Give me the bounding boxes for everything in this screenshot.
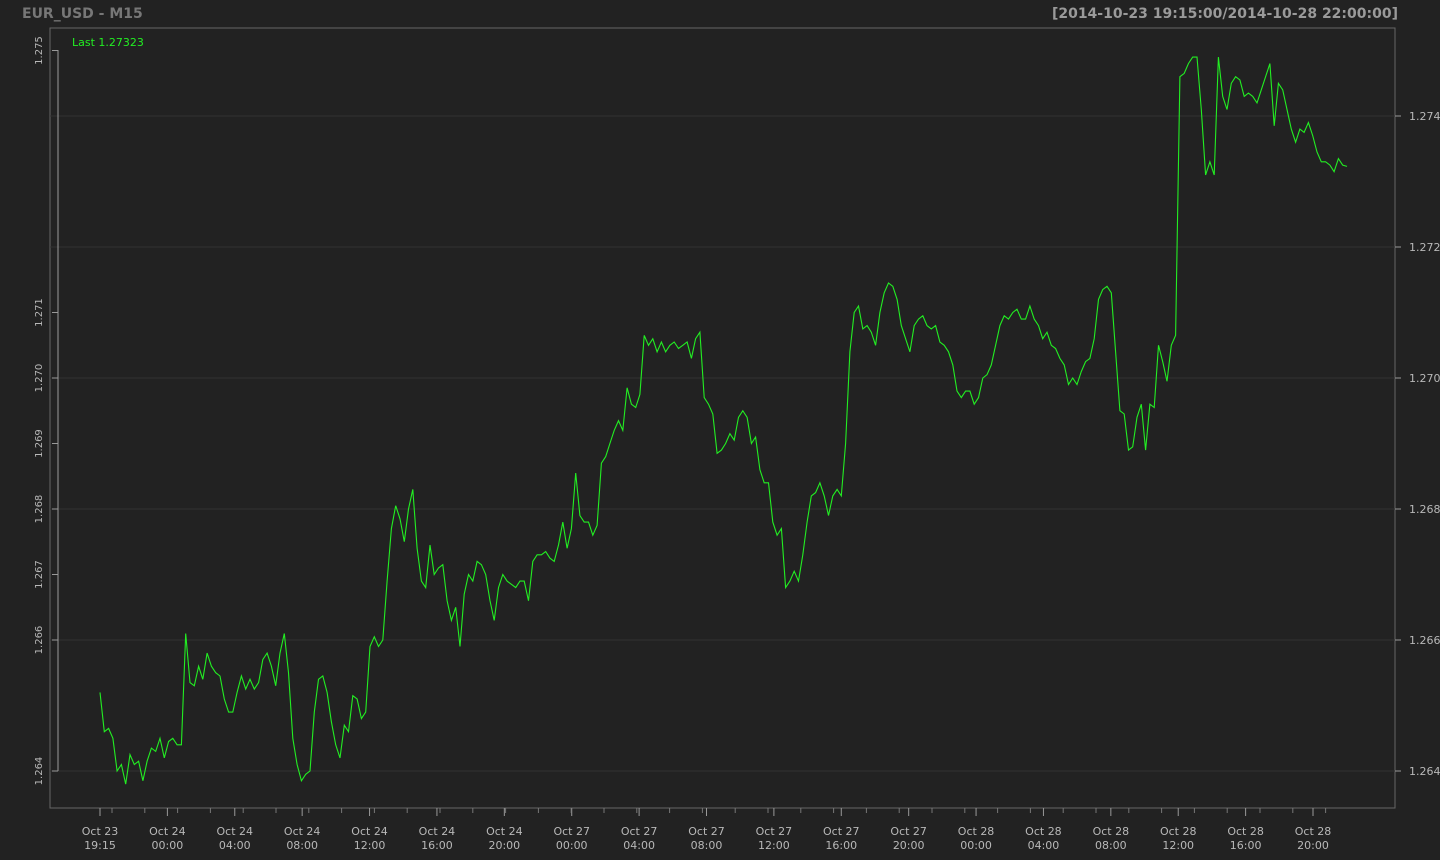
- x-axis-tick-label: 12:00: [354, 839, 386, 852]
- x-axis-tick-label: Oct 23: [82, 825, 119, 838]
- x-axis-tick-label: Oct 27: [688, 825, 725, 838]
- left-axis-tick-label: 1.271: [34, 298, 45, 327]
- x-axis-tick-label: 00:00: [152, 839, 184, 852]
- x-axis-tick-label: Oct 27: [890, 825, 927, 838]
- x-axis-tick-label: Oct 27: [823, 825, 860, 838]
- x-axis-tick-label: 04:00: [1028, 839, 1060, 852]
- price-series-line: [99, 56, 1348, 785]
- x-axis-tick-label: Oct 24: [149, 825, 186, 838]
- x-axis-tick-label: 12:00: [758, 839, 790, 852]
- right-axis-tick-label: 1.274: [1409, 110, 1440, 123]
- x-axis-tick-label: 00:00: [960, 839, 992, 852]
- right-axis-tick-label: 1.270: [1409, 372, 1440, 385]
- x-axis-tick-label: 04:00: [219, 839, 251, 852]
- right-axis-tick-label: 1.272: [1409, 241, 1440, 254]
- x-axis-tick-label: Oct 24: [284, 825, 321, 838]
- x-axis-tick-label: Oct 24: [486, 825, 523, 838]
- x-axis-tick-label: 08:00: [286, 839, 318, 852]
- x-axis-tick-label: Oct 24: [217, 825, 254, 838]
- right-axis-tick-label: 1.264: [1409, 765, 1440, 778]
- x-axis-tick-label: Oct 27: [756, 825, 793, 838]
- x-axis-tick-label: 00:00: [556, 839, 588, 852]
- x-axis-tick-label: Oct 28: [1093, 825, 1130, 838]
- x-axis-tick-label: 20:00: [893, 839, 925, 852]
- x-axis-tick-label: Oct 24: [419, 825, 456, 838]
- x-axis-tick-label: 08:00: [1095, 839, 1127, 852]
- plot-frame: [49, 27, 1396, 809]
- left-axis-tick-label: 1.269: [34, 429, 45, 458]
- left-axis-tick-label: 1.270: [34, 364, 45, 393]
- left-axis-tick-label: 1.268: [34, 495, 45, 524]
- x-axis-tick-label: Oct 28: [1025, 825, 1062, 838]
- x-axis-tick-label: Oct 27: [621, 825, 658, 838]
- x-axis-tick-label: Oct 28: [1160, 825, 1197, 838]
- left-axis-tick-label: 1.275: [34, 36, 45, 65]
- x-axis-tick-label: 16:00: [1230, 839, 1262, 852]
- x-axis-tick-label: 12:00: [1162, 839, 1194, 852]
- x-axis-tick-label: Oct 27: [553, 825, 590, 838]
- x-axis-tick-label: 20:00: [488, 839, 520, 852]
- x-axis-tick-label: Oct 28: [958, 825, 995, 838]
- left-axis-tick-label: 1.267: [34, 560, 45, 589]
- left-axis-tick-label: 1.264: [34, 757, 45, 786]
- x-axis-tick-label: 08:00: [691, 839, 723, 852]
- x-axis-tick-label: 20:00: [1297, 839, 1329, 852]
- x-axis-tick-label: Oct 24: [351, 825, 388, 838]
- right-axis-tick-label: 1.266: [1409, 634, 1440, 647]
- x-axis-tick-label: 19:15: [84, 839, 116, 852]
- last-price-label: Last 1.27323: [72, 36, 144, 49]
- left-axis-tick-label: 1.266: [34, 626, 45, 655]
- x-axis-tick-label: 16:00: [421, 839, 453, 852]
- right-axis-tick-label: 1.268: [1409, 503, 1440, 516]
- chart-title: EUR_USD - M15: [22, 6, 143, 22]
- date-range-label: [2014-10-23 19:15:00/2014-10-28 22:00:00…: [1051, 6, 1398, 22]
- x-axis-tick-label: Oct 28: [1295, 825, 1332, 838]
- x-axis-tick-label: Oct 28: [1227, 825, 1264, 838]
- x-axis-tick-label: 04:00: [623, 839, 655, 852]
- x-axis-tick-label: 16:00: [825, 839, 857, 852]
